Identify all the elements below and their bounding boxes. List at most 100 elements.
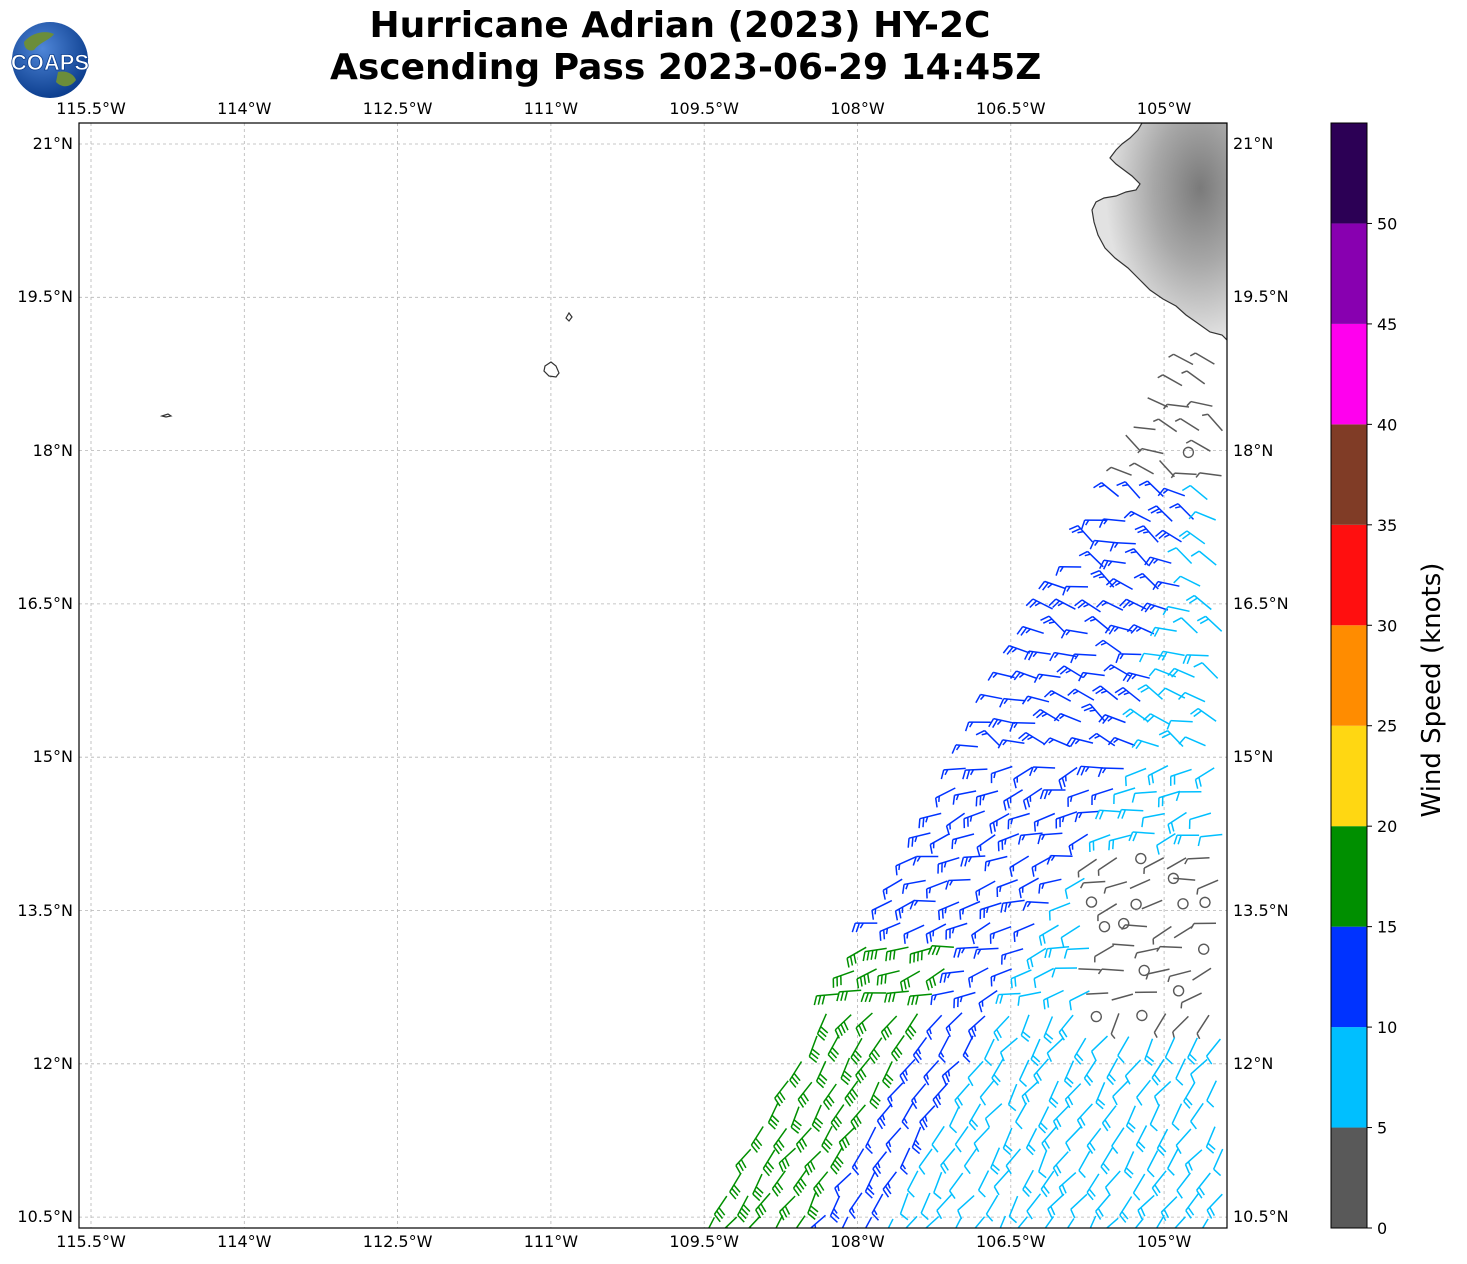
wind-barb <box>1091 788 1114 806</box>
wind-barb <box>1064 1083 1082 1109</box>
wind-barb <box>1033 1058 1049 1084</box>
wind-barb <box>919 1105 936 1131</box>
wind-barb <box>1021 1080 1039 1106</box>
wind-barb <box>1113 787 1136 805</box>
wind-barb <box>950 1218 962 1228</box>
wind-barb <box>1185 594 1212 611</box>
wind-barb <box>836 989 862 1002</box>
colorbar-tick-label: 45 <box>1377 315 1397 334</box>
colorbar-tick-label: 10 <box>1377 1018 1397 1037</box>
wind-barb <box>1060 925 1081 947</box>
wind-barb <box>957 1195 975 1220</box>
wind-barb <box>808 1214 826 1228</box>
wind-barb <box>1189 352 1215 365</box>
wind-barb <box>945 922 968 940</box>
wind-barb <box>1152 925 1172 945</box>
colorbar-segment <box>1331 223 1367 324</box>
wind-barb <box>815 1060 828 1089</box>
wind-barb <box>1173 575 1201 587</box>
wind-barb <box>1190 707 1217 722</box>
colorbar-tick-label: 30 <box>1377 616 1397 635</box>
wind-barb <box>1022 787 1043 810</box>
colorbar-tick-label: 40 <box>1377 415 1397 434</box>
wind-barb <box>1157 650 1185 661</box>
wind-barb <box>864 1171 876 1199</box>
wind-barb <box>975 880 996 902</box>
wind-barb <box>1109 541 1136 552</box>
wind-barb <box>1190 550 1217 566</box>
wind-barb <box>945 1012 963 1037</box>
wind-barb <box>1180 992 1202 1009</box>
wind-barb <box>936 1193 953 1220</box>
wind-barb <box>975 693 1003 704</box>
wind-barb <box>1131 739 1159 750</box>
wind-barb <box>929 833 950 854</box>
wind-barb <box>1156 1128 1169 1156</box>
wind-barb <box>1046 1037 1064 1062</box>
wind-barb <box>851 1148 865 1176</box>
wind-barb <box>1083 1059 1097 1087</box>
wind-barb <box>1076 1103 1093 1129</box>
wind-barb <box>1078 968 1101 971</box>
wind-barb <box>968 1103 982 1131</box>
wind-barb <box>1173 834 1200 845</box>
wind-barb <box>1005 1148 1021 1175</box>
wind-barb <box>1086 992 1109 995</box>
wind-barb <box>1067 688 1095 701</box>
wind-barb <box>963 1147 978 1175</box>
wind-barb <box>1167 1148 1179 1176</box>
island-socorro <box>543 361 560 378</box>
wind-barb <box>791 1215 806 1228</box>
wind-barb <box>953 946 979 958</box>
wind-barb <box>1138 652 1166 663</box>
wind-barb <box>997 833 1020 852</box>
wind-barb <box>1003 789 1023 811</box>
wind-barb <box>1206 1193 1223 1219</box>
lat-tick-label-right: 10.5°N <box>1233 1207 1289 1227</box>
wind-barb <box>1194 767 1215 789</box>
wind-barb <box>868 1037 883 1064</box>
wind-barb <box>1067 789 1090 807</box>
wind-barb <box>1177 898 1189 910</box>
wind-barb <box>962 1035 974 1063</box>
colorbar-tick-label: 15 <box>1377 918 1397 937</box>
wind-barb <box>963 810 985 829</box>
colorbar-tick-label: 5 <box>1377 1119 1387 1138</box>
wind-barb <box>1018 1059 1030 1088</box>
wind-barb <box>945 878 971 890</box>
wind-barb <box>1167 970 1192 983</box>
wind-barb <box>797 1081 813 1108</box>
wind-barb <box>1098 518 1126 529</box>
wind-barb <box>912 1036 928 1064</box>
wind-barb <box>885 946 909 962</box>
wind-barb <box>1089 539 1117 550</box>
wind-barb <box>907 832 931 848</box>
wind-barb <box>921 1215 940 1228</box>
wind-barb <box>1055 811 1078 829</box>
wind-barb <box>976 834 996 857</box>
wind-barb <box>984 1038 995 1067</box>
wind-barb <box>973 1126 990 1153</box>
wind-barb <box>1147 505 1173 522</box>
wind-barb <box>1205 1038 1221 1065</box>
wind-barb <box>1044 945 1070 959</box>
wind-barb <box>948 1172 964 1199</box>
wind-barb <box>1190 1058 1208 1084</box>
wind-barb <box>1140 602 1169 613</box>
wind-barb <box>1112 943 1135 947</box>
wind-barb <box>1175 790 1202 802</box>
wind-barb <box>993 1169 1010 1196</box>
colorbar-segment <box>1331 625 1367 726</box>
lat-tick-label-left: 21°N <box>32 134 73 153</box>
wind-barb <box>1196 1014 1210 1040</box>
chart-title-line1: Hurricane Adrian (2023) HY-2C <box>369 5 991 46</box>
wind-barb <box>1144 1038 1155 1066</box>
wind-barb <box>1205 1126 1216 1154</box>
wind-barb <box>804 1150 822 1176</box>
wind-barb <box>953 991 976 1009</box>
wind-barb <box>880 1015 898 1041</box>
wind-barb <box>899 1192 909 1221</box>
wind-barb <box>1147 397 1169 408</box>
wind-barb <box>1119 598 1147 610</box>
wind-barb <box>1167 547 1193 565</box>
